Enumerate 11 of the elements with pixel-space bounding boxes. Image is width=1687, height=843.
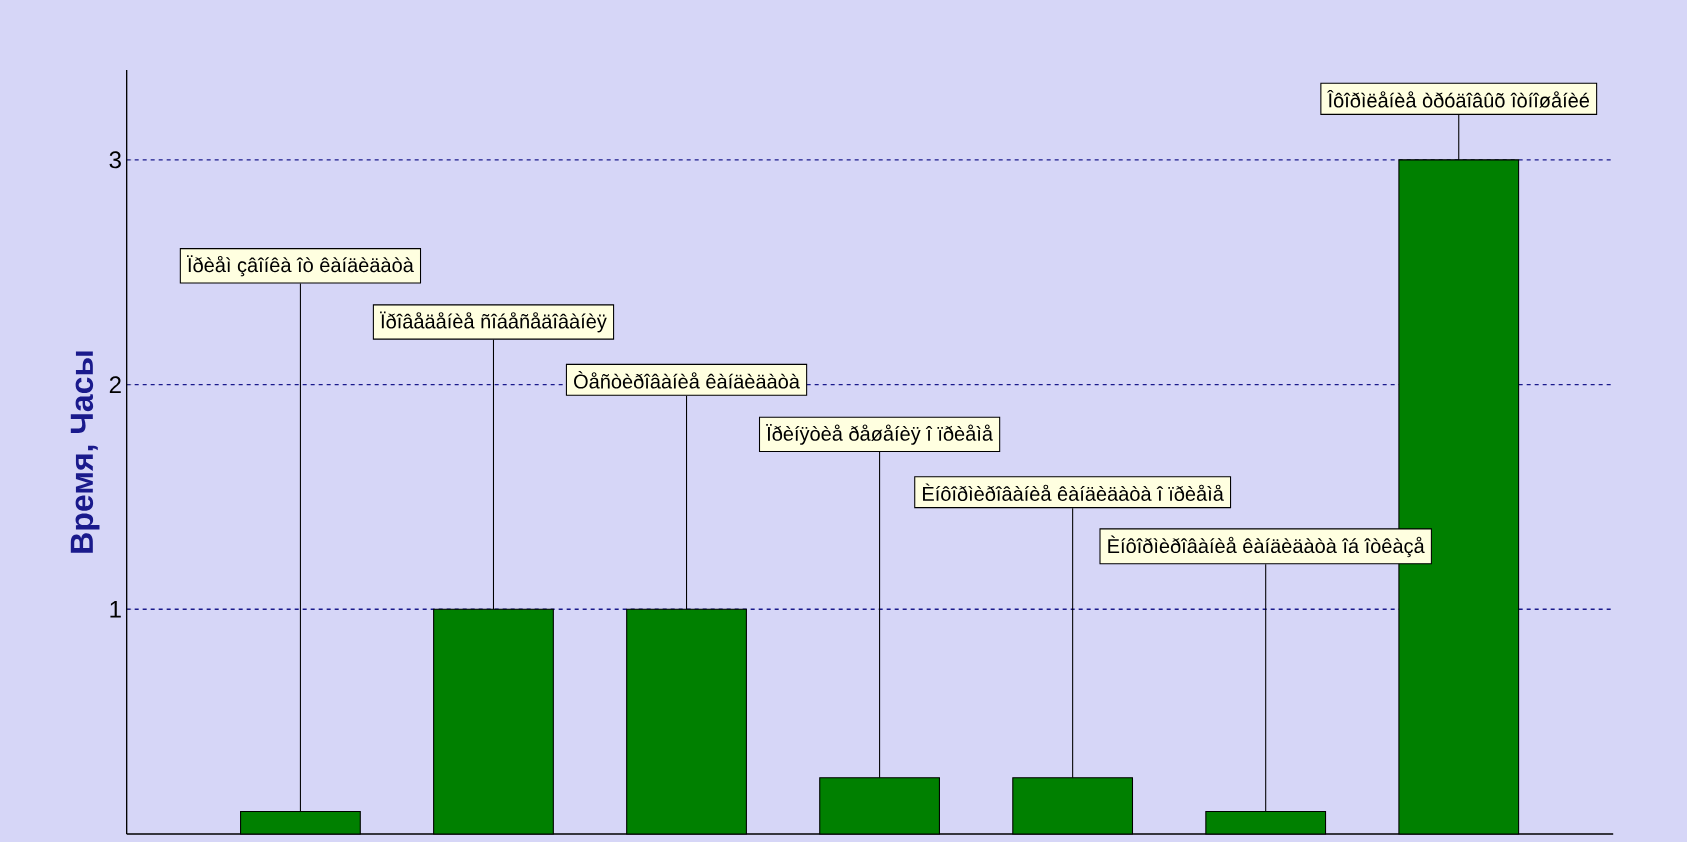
annotation: Îôîðìëåíèå òðóäîâûõ îòíîøåíèé	[1327, 89, 1590, 108]
annotation: Ïðîâåäåíèå ñîáåñåäîâàíèÿ	[380, 311, 607, 333]
annotation: Èíôîðìèðîâàíèå êàíäèäàòà îá îòêàçå	[1108, 535, 1425, 558]
annotation: Ïðèíÿòèå ðåøåíèÿ î ïðèåìå	[766, 423, 993, 445]
y-axis-title: Время, Часы	[70, 351, 100, 553]
y-tick-label: 1	[110, 600, 121, 618]
annotation: Òåñòèðîâàíèå êàíäèäàòà	[574, 371, 800, 389]
annotation: Èíôîðìèðîâàíèå êàíäèäàòà î ïðèåìå	[923, 483, 1224, 501]
y-tick-label: 2	[109, 376, 121, 393]
y-tick-label: 3	[109, 151, 121, 169]
annotation: Ïðèåì çâîíêà îò êàíäèäàòà	[187, 255, 414, 277]
